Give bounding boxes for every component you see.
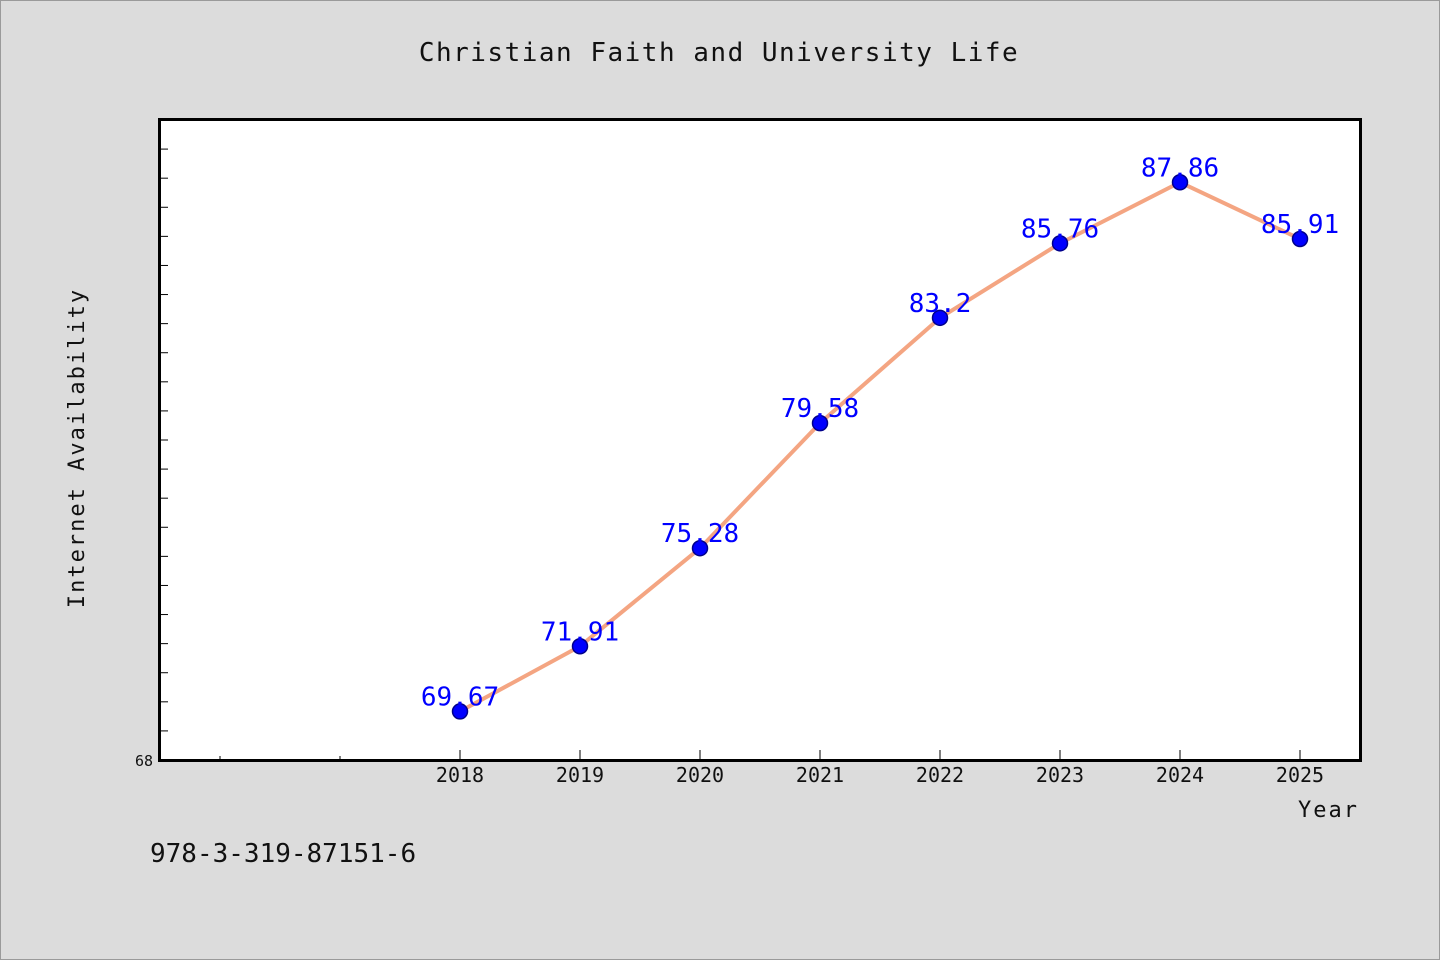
x-tick-label: 2025 (1276, 763, 1324, 787)
data-point (1051, 235, 1069, 252)
plot-area (158, 118, 1362, 762)
isbn-text: 978-3-319-87151-6 (150, 839, 416, 869)
series-line (459, 180, 1301, 714)
data-point (1291, 230, 1309, 248)
y-tick-label: 68 (135, 752, 153, 770)
data-label: 83.2 (909, 289, 972, 319)
data-point (451, 703, 469, 720)
x-tick-label: 2024 (1156, 763, 1204, 787)
data-label: 75.28 (661, 519, 739, 549)
data-point (1171, 174, 1189, 191)
y-axis-ticks (160, 148, 168, 732)
y-axis-title: Internet Availability (65, 288, 90, 608)
x-axis-title: Year (1298, 798, 1359, 823)
x-tick-label: 2018 (436, 763, 484, 787)
data-label: 79.58 (781, 394, 859, 424)
x-tick-label: 2019 (556, 763, 604, 787)
data-label: 85.91 (1261, 210, 1339, 240)
data-point (571, 638, 589, 655)
data-label: 69.67 (421, 682, 499, 712)
x-tick-labels: 2018 2019 2020 2021 2022 2023 2024 2025 (436, 763, 1324, 787)
data-point (811, 414, 829, 432)
data-labels: 69.67 71.91 75.28 79.58 83.2 85.76 87.86 85.91 (421, 153, 1339, 712)
x-tick-label: 2023 (1036, 763, 1084, 787)
data-label: 71.91 (541, 617, 619, 647)
data-label: 85.76 (1021, 214, 1099, 244)
data-point (931, 309, 949, 327)
x-axis-ticks (219, 750, 1301, 760)
data-markers (451, 174, 1309, 720)
data-point (691, 539, 709, 557)
x-tick-label: 2022 (916, 763, 964, 787)
chart-title: Christian Faith and University Life (419, 38, 1019, 68)
x-tick-label: 2021 (796, 763, 844, 787)
data-label: 87.86 (1141, 153, 1219, 183)
x-tick-label: 2020 (676, 763, 724, 787)
